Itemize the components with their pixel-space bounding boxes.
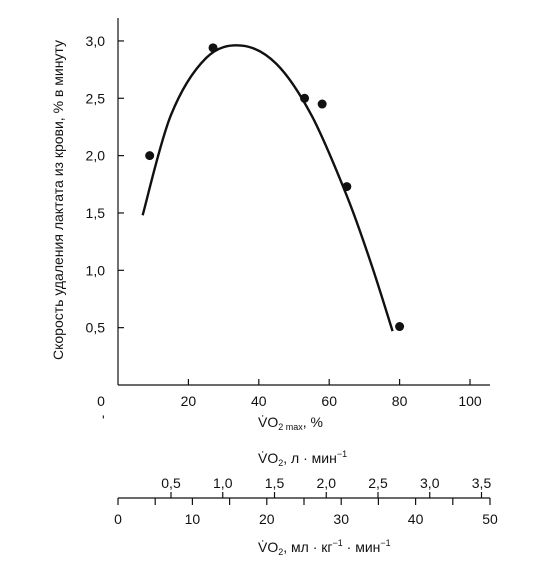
axis2-ticks: 0,5 1,0 1,5 2,0 2,5 3,0 3,5 [161,475,491,498]
x-tick-label: 0 [97,393,105,409]
x-tick-label: 60 [321,393,337,409]
x-tick-label: 40 [251,393,267,409]
fit-curve [141,44,394,332]
data-point [208,43,218,53]
stray-mark: ' [102,412,105,428]
axis3-tick-label: 10 [185,511,201,527]
y-ticks: 0,5 1,0 1,5 2,0 2,5 3,0 [86,33,124,336]
axis3-tick-label: 40 [408,511,424,527]
axis3-tick-label: 20 [259,511,275,527]
axis2-tick-label: 1,5 [265,475,285,491]
y-tick-label: 1,0 [86,262,106,278]
axis2-label: V̇O2, л · мин−1 [258,449,347,468]
axis3-tick-label: 0 [114,511,122,527]
data-point [145,151,155,161]
axis3-tick-label: 50 [482,511,498,527]
y-tick-label: 2,0 [86,148,106,164]
axis3-label: V̇O2, мл · кг−1 · мин−1 [258,538,391,557]
axis2-tick-label: 3,0 [420,475,440,491]
x-tick-label: 80 [392,393,408,409]
y-tick-label: 3,0 [86,33,106,49]
axis3-ticks: 0 10 20 30 40 50 [114,498,498,527]
data-point [317,99,327,109]
axis2-tick-label: 2,0 [317,475,337,491]
x-tick-label: 100 [458,393,482,409]
axis2-tick-label: 1,0 [213,475,233,491]
y-tick-label: 1,5 [86,205,106,221]
x-tick-label: 20 [181,393,197,409]
axis2-tick-label: 2,5 [368,475,388,491]
data-point [395,322,405,332]
main-axes [117,18,490,386]
y-axis-label: Скорость удаления лактата из крови, % в … [50,40,66,360]
y-tick-label: 2,5 [86,90,106,106]
axis3-tick-label: 30 [333,511,349,527]
data-points [145,43,405,332]
axis2-tick-label: 0,5 [161,475,181,491]
y-tick-label: 0,5 [86,320,106,336]
x-axis-label: V̇O2 max, % [258,414,323,432]
data-point [342,182,352,192]
data-point [300,93,310,103]
x-ticks: 0 20 40 60 80 100 [97,379,482,409]
axis2-tick-label: 3,5 [472,475,492,491]
